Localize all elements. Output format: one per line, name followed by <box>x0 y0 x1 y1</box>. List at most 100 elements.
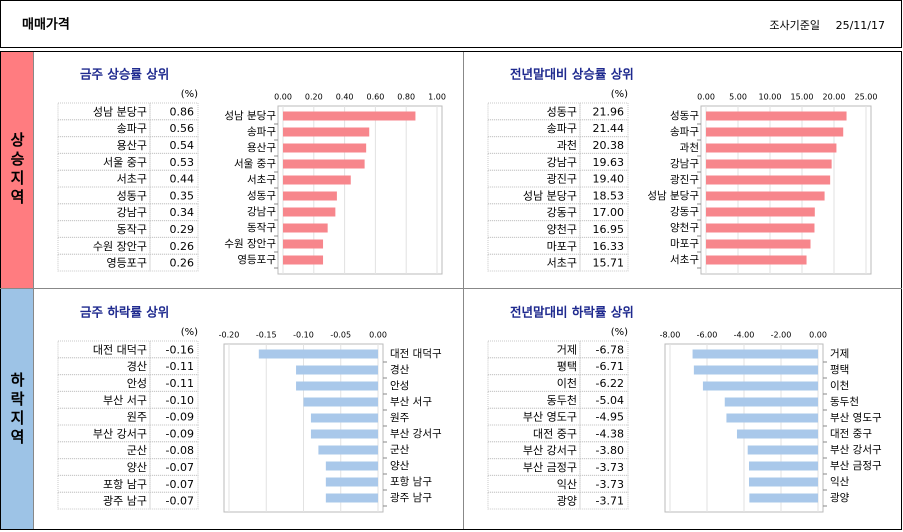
y-tick-label: 부산 서구 <box>390 396 432 408</box>
table-cell <box>149 491 199 510</box>
table-name: 광양 <box>557 495 577 508</box>
y-tick-label: 거제 <box>830 348 849 360</box>
side-up <box>1 52 33 288</box>
y-tick-label: 평택 <box>830 364 849 376</box>
y-tick-label: 양천구 <box>670 222 699 234</box>
table-name: 과천 <box>557 138 577 152</box>
bar <box>706 127 844 137</box>
x-tick-label: -0.05 <box>330 331 351 340</box>
y-tick-label: 대전 대덕구 <box>390 348 442 360</box>
table-value: -3.80 <box>596 444 624 457</box>
bar <box>283 207 336 217</box>
table-value: -0.09 <box>166 427 194 440</box>
y-tick-label: 군산 <box>390 444 410 456</box>
x-tick-label: 0.00 <box>274 93 292 102</box>
y-tick-label: 마포구 <box>670 238 699 250</box>
table-name: 안성 <box>127 377 147 390</box>
y-tick-label: 동작구 <box>247 222 276 234</box>
bar <box>749 493 818 503</box>
bar <box>724 397 818 407</box>
table-name: 동작구 <box>117 223 147 236</box>
table-value: -0.10 <box>166 394 194 407</box>
y-tick-label: 광양 <box>830 492 850 504</box>
table-name: 대전 대덕구 <box>93 343 147 356</box>
table-name: 이천 <box>557 376 577 390</box>
table-name: 부산 강서구 <box>523 444 577 457</box>
table-cell <box>579 491 629 510</box>
y-tick-label: 서초구 <box>670 254 699 266</box>
bar <box>706 159 832 169</box>
y-tick-label: 경산 <box>390 363 410 376</box>
x-tick-label: -0.10 <box>293 331 314 340</box>
x-tick-label: 25.00 <box>855 93 878 102</box>
table-cell <box>57 253 151 272</box>
table-name: 양산 <box>127 461 147 474</box>
y-tick-label: 송파구 <box>670 126 699 138</box>
y-tick-label: 과천 <box>680 142 699 154</box>
bar <box>736 429 818 439</box>
panel-title: 전년말대비 하락률 상위 <box>510 305 634 320</box>
bar <box>303 397 378 407</box>
side-label: 하락지역 <box>8 372 26 448</box>
x-tick-label: 0.20 <box>305 93 323 102</box>
unit: (%) <box>181 89 198 100</box>
bar <box>692 349 818 359</box>
date: 25/11/17 <box>836 19 885 32</box>
bar <box>325 477 378 487</box>
table-value: 0.53 <box>170 156 195 169</box>
table-name: 서울 중구 <box>103 156 147 169</box>
table-name: 부산 서구 <box>103 394 147 407</box>
table-name: 부산 금정구 <box>523 461 577 474</box>
unit: (%) <box>181 327 198 338</box>
table-value: 18.53 <box>593 189 625 202</box>
bar <box>706 111 847 121</box>
plot-frame <box>700 105 872 275</box>
table-name: 군산 <box>127 444 147 457</box>
y-tick-label: 부산 강서구 <box>390 428 442 440</box>
table-name: 포항 남구 <box>103 478 147 491</box>
table-name: 송파구 <box>547 122 577 135</box>
table-value: -6.78 <box>596 343 624 356</box>
table-name: 강동구 <box>547 206 577 219</box>
x-tick-label: 0.00 <box>809 331 827 340</box>
bar <box>702 381 818 391</box>
table-value: 21.44 <box>593 122 625 135</box>
table-value: 20.38 <box>593 139 625 152</box>
y-tick-label: 익산 <box>830 476 850 488</box>
y-tick-label: 성동구 <box>247 190 276 202</box>
table-value: -0.07 <box>166 478 194 491</box>
table-value: 0.34 <box>170 206 195 219</box>
date-label: 조사기준일 <box>769 18 820 32</box>
table-value: 0.29 <box>170 223 195 236</box>
table-name: 성남 분당구 <box>93 105 147 118</box>
bar <box>726 413 818 423</box>
table-value: 21.96 <box>593 105 625 118</box>
y-tick-label: 부산 금정구 <box>830 460 882 472</box>
bar <box>706 191 825 201</box>
table-value: 16.95 <box>593 223 625 236</box>
bar <box>325 461 378 471</box>
x-tick-label: 10.00 <box>759 93 782 102</box>
table-value: 19.63 <box>593 156 625 169</box>
panel-title: 금주 하락률 상위 <box>80 305 169 320</box>
table-cell <box>149 253 199 272</box>
table-value: -0.08 <box>166 444 194 457</box>
table-value: 0.26 <box>170 257 195 270</box>
y-tick-label: 강남구 <box>247 206 276 218</box>
x-tick-label: 0.60 <box>366 93 384 102</box>
table-name: 광주 남구 <box>103 495 147 508</box>
bar <box>693 365 818 375</box>
table-cell <box>579 253 629 272</box>
table-name: 평택 <box>557 360 577 373</box>
panel-title: 금주 상승률 상위 <box>80 67 169 82</box>
y-tick-label: 양산 <box>390 460 410 472</box>
table-value: -3.71 <box>596 495 624 508</box>
table-value: -0.16 <box>166 343 194 356</box>
table-name: 부산 강서구 <box>93 427 147 440</box>
table-name: 용산구 <box>117 139 147 152</box>
x-tick-label: -4.00 <box>734 331 755 340</box>
x-tick-label: 0.00 <box>369 331 387 340</box>
table-name: 성남 분당구 <box>523 189 577 202</box>
bar <box>706 255 807 265</box>
bar <box>283 175 351 185</box>
